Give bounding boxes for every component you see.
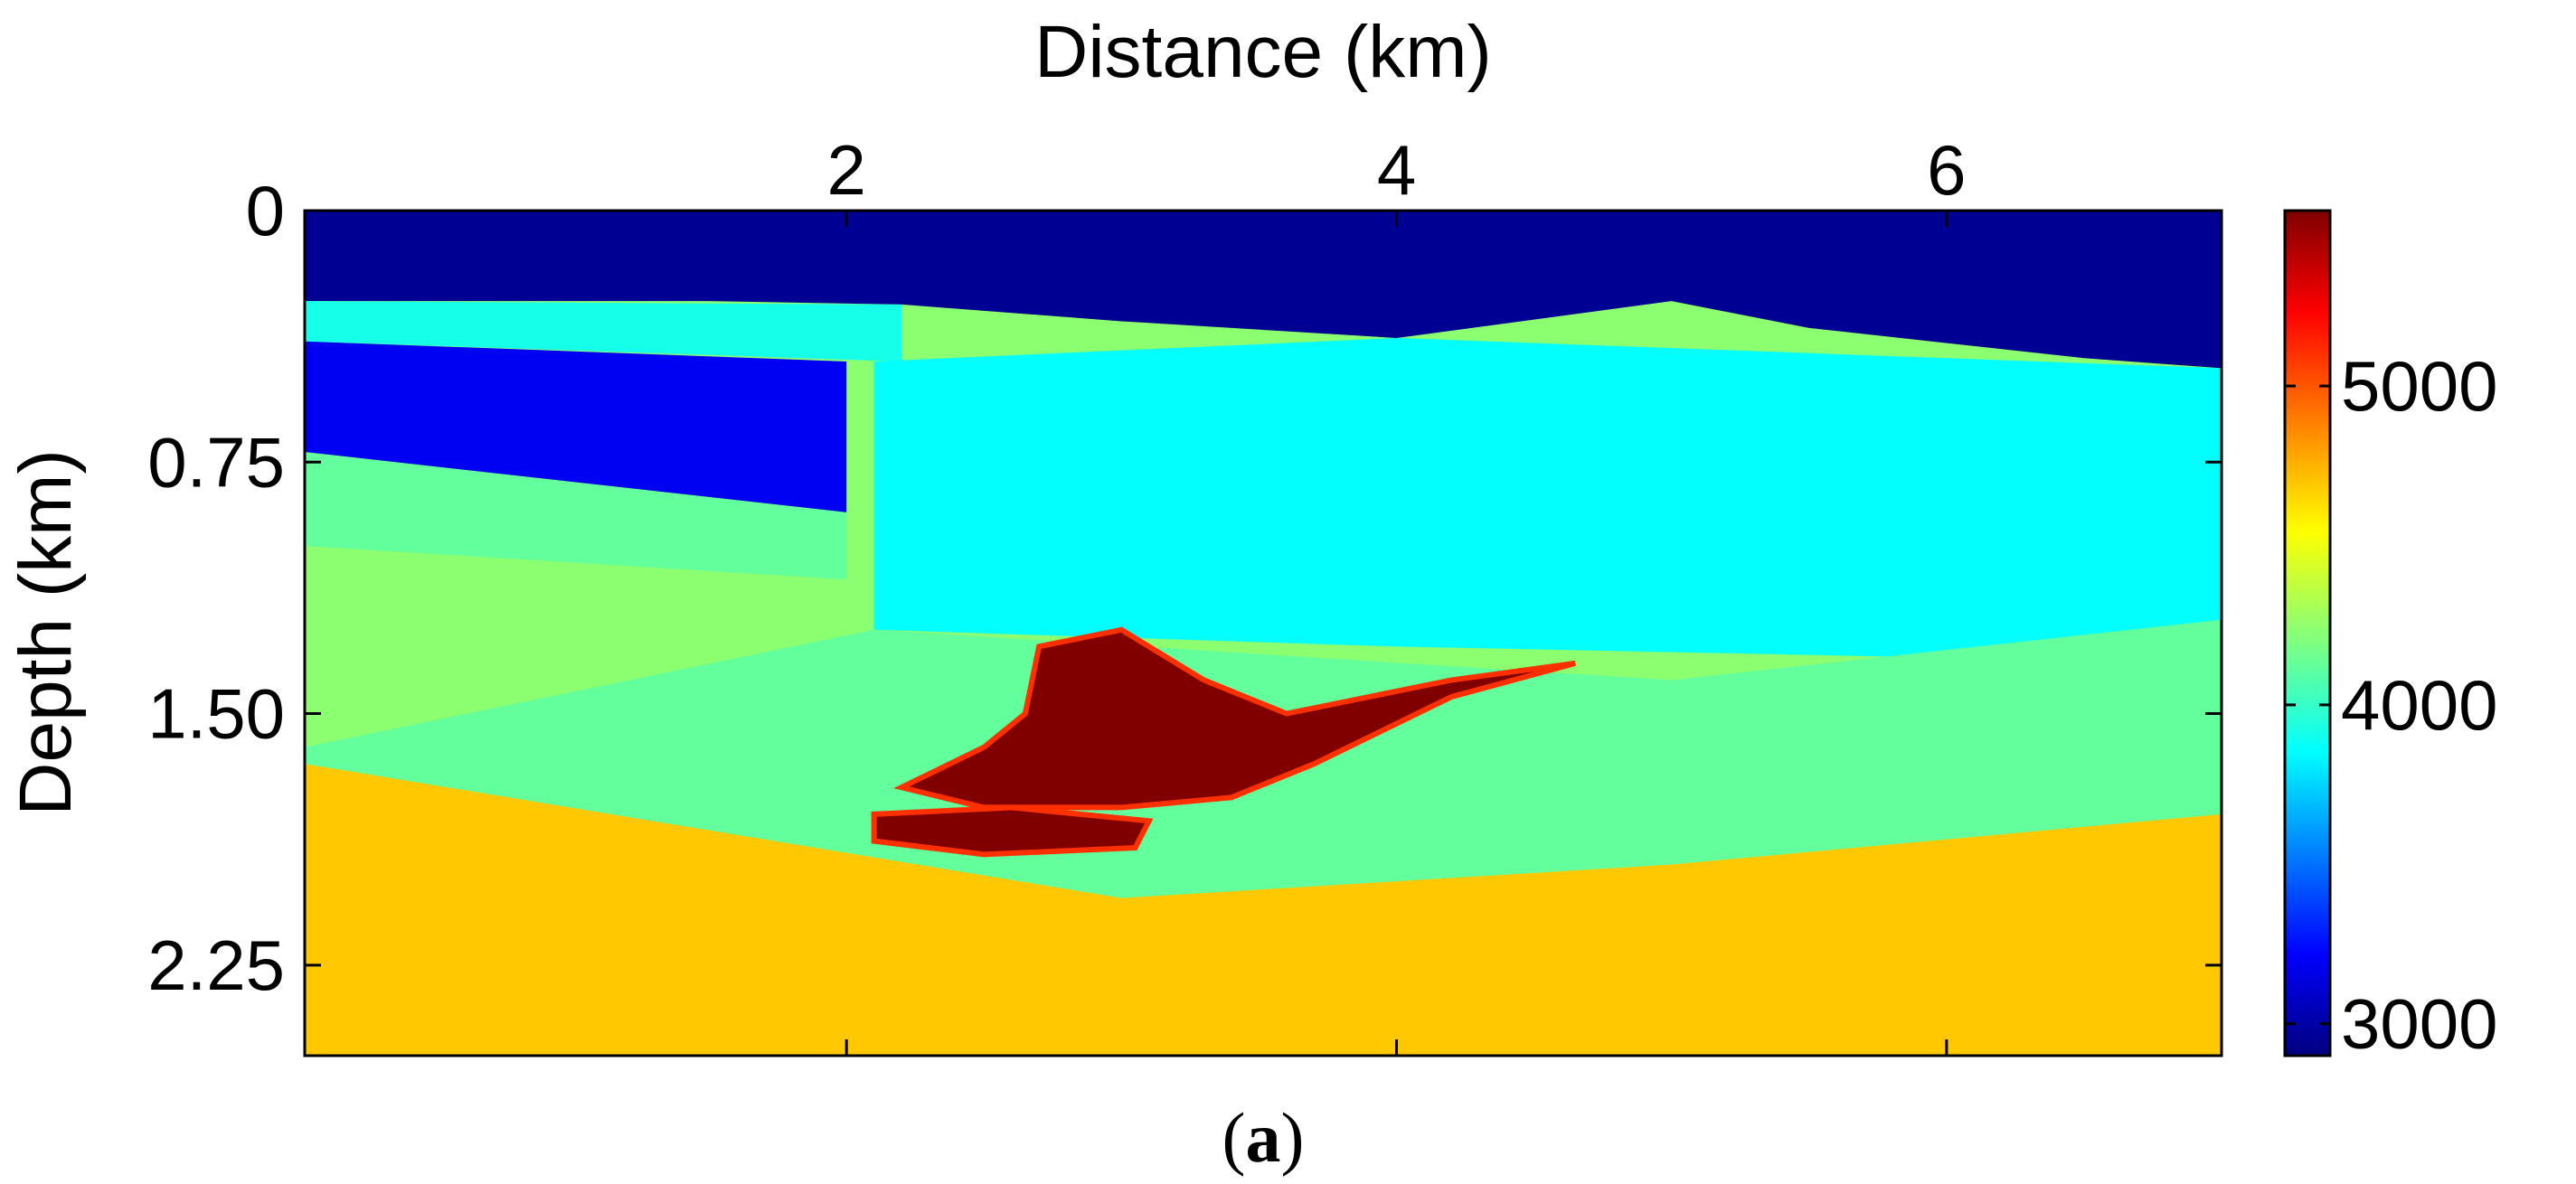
salt-lower [871,804,1154,858]
layer-water [305,211,2222,369]
layer-mid-right [873,337,2222,663]
y-tick-label: 0.75 [147,422,285,502]
velocity-model-heatmap [305,211,2222,1056]
x-tick-label: 4 [1377,130,1416,210]
figure-caption: (a) [1222,1098,1305,1177]
y-axis-title: Depth (km) [5,449,87,816]
colorbar [2283,209,2332,1057]
x-axis-ticks: 2 4 6 [827,130,1967,1056]
colorbar-tick-label: 3000 [2341,984,2498,1064]
colorbar-tick-label: 4000 [2341,665,2498,745]
y-tick-label: 2.25 [147,926,285,1005]
layer-green-left [305,452,847,580]
x-tick-label: 6 [1927,130,1966,210]
layer-dark-left [305,341,847,512]
layer-yellow-basement [305,764,2222,1056]
y-axis-ticks: 0 0.75 1.50 2.25 [147,171,2222,1005]
y-tick-label: 1.50 [147,674,285,754]
x-tick-label: 2 [827,130,866,210]
colorbar-tick-label: 5000 [2341,346,2498,426]
y-tick-label: 0 [246,171,285,250]
layer-shallow-left [305,301,902,362]
plot-frame [303,209,2223,1057]
salt-main [893,626,1577,811]
x-axis-title: Distance (km) [1034,11,1492,93]
colorbar-ticks: 3000 4000 5000 [2285,346,2498,1064]
